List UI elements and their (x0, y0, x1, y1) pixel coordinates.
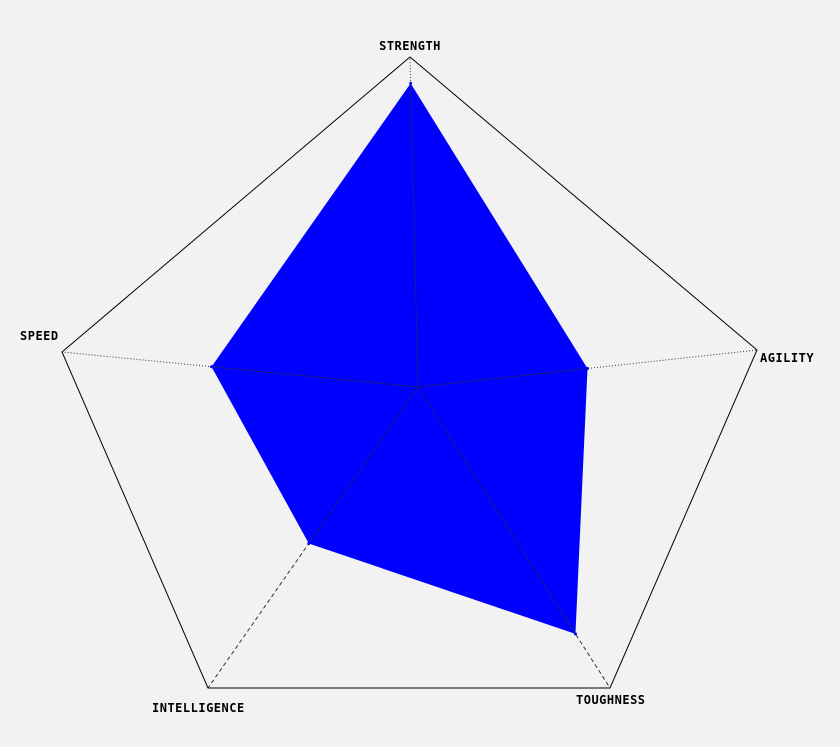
radar-data-area (211, 83, 588, 634)
axis-label-agility: AGILITY (760, 351, 814, 365)
data-point-strength (409, 81, 413, 85)
data-spoke-strength (410, 83, 419, 388)
data-spoke-speed (211, 366, 419, 388)
data-point-speed (210, 365, 214, 369)
data-point-agility (586, 367, 589, 370)
data-spoke-agility (417, 368, 588, 388)
data-spoke-toughness (417, 386, 576, 635)
data-point-intelligence (307, 542, 311, 546)
radar-outer-frame (61, 56, 758, 689)
axis-label-speed: SPEED (20, 329, 59, 343)
axis-label-strength: STRENGTH (379, 39, 441, 53)
axis-label-toughness: TOUGHNESS (576, 693, 646, 707)
data-spoke-intelligence (308, 386, 419, 544)
data-point-toughness (573, 632, 577, 636)
axis-label-intelligence: INTELLIGENCE (152, 701, 245, 715)
